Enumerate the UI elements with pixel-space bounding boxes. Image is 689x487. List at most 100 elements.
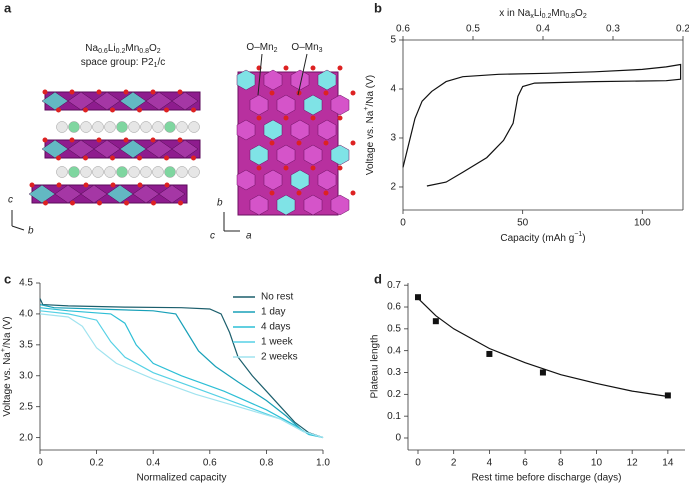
x-tick-label: 0.6 (203, 458, 217, 469)
oxygen-atom (96, 89, 102, 95)
axis-arrow (11, 225, 25, 231)
y-tick-label: 2.5 (19, 401, 33, 412)
octahedron (145, 139, 173, 159)
sodium-atom (128, 121, 140, 133)
data-point (414, 294, 421, 301)
oxygen-atom (151, 200, 156, 206)
octahedron (80, 184, 108, 204)
text-part: ) (582, 233, 585, 244)
x-tick-label: 1.0 (316, 458, 330, 469)
x-tick-label: 14 (662, 458, 674, 469)
crystal-structure (11, 53, 356, 232)
octahedron (303, 194, 323, 216)
text-part: Na (85, 43, 98, 54)
legend-label: 4 days (261, 322, 290, 333)
oxygen-atom (42, 137, 48, 143)
oxygen-atom (296, 140, 302, 146)
formula: Na0.6Li0.2Mn0.8O2 (85, 43, 160, 56)
panel-label: a (4, 0, 12, 15)
legend-label: 2 weeks (261, 352, 298, 363)
octahedron (249, 194, 269, 216)
octahedron (276, 194, 296, 216)
data-line (402, 63, 682, 187)
text-part: Li (534, 8, 542, 19)
octahedron (236, 69, 256, 91)
oxygen-atom (164, 107, 169, 113)
sodium-atom (140, 166, 152, 178)
text-part: /Na (V) (2, 316, 13, 348)
oxygen-atom (350, 140, 356, 146)
text-part: /c (157, 57, 165, 68)
oxygen-atom (177, 89, 183, 95)
text-part: 0.6 (98, 48, 108, 55)
sodium-atom (116, 121, 128, 133)
oxygen-atom (124, 200, 129, 206)
y-tick-label: 0.4 (387, 345, 401, 356)
text-part: 2 (274, 47, 278, 54)
y-tick-label: 0.5 (387, 323, 401, 334)
oxygen-atom (310, 115, 316, 121)
octahedron (263, 119, 283, 141)
text-part: Capacity (mAh g (500, 233, 574, 244)
octahedron (158, 184, 186, 204)
x-tick-label: 10 (591, 458, 603, 469)
oxygen-atom (69, 137, 75, 143)
x-tick-label: 50 (517, 218, 529, 229)
oxygen-atom (150, 89, 156, 95)
oxygen-atom (323, 190, 329, 196)
sodium-atom (80, 121, 92, 133)
sodium-atom (116, 166, 128, 178)
data-point (486, 350, 493, 357)
octahedron (317, 119, 337, 141)
sodium-atom (152, 166, 164, 178)
octahedron (119, 91, 147, 111)
octahedron (249, 144, 269, 166)
text-part: + (363, 107, 370, 111)
site-label: O–Mn2 (246, 42, 277, 55)
oxygen-atom (296, 190, 302, 196)
oxygen-atom (42, 89, 48, 95)
x-tick-label: 4 (487, 458, 493, 469)
y-tick-label: 4.5 (19, 278, 33, 289)
y-tick-label: 5 (390, 35, 396, 46)
text-part: O (575, 8, 583, 19)
oxygen-atom (337, 65, 343, 71)
x2-tick-label: 0.2 (676, 24, 689, 35)
x2-axis-title: x in NaxLi0.2Mn0.8O2 (499, 8, 587, 21)
sodium-atom (92, 121, 104, 133)
data-line (39, 298, 324, 439)
oxygen-atom (137, 182, 143, 188)
axis-letter: c (210, 231, 215, 242)
axis-letter: b (28, 226, 34, 237)
y-tick-label: 0.2 (387, 389, 401, 400)
octahedron (67, 91, 95, 111)
text-part: Mn (125, 43, 139, 54)
text-part: −1 (574, 231, 582, 238)
text-part: x in Na (499, 8, 531, 19)
sodium-atom (68, 166, 80, 178)
legend-label: No rest (261, 292, 293, 303)
x-tick-label: 0 (400, 218, 406, 229)
x-tick-label: 0 (415, 458, 421, 469)
octahedron (263, 169, 283, 191)
oxygen-atom (350, 190, 356, 196)
oxygen-atom (123, 89, 129, 95)
octahedron (330, 194, 350, 216)
x-tick-label: 0 (37, 458, 43, 469)
y-axis-title: Plateau length (370, 335, 381, 399)
sodium-atom (140, 121, 152, 133)
sodium-atom (80, 166, 92, 178)
oxygen-atom (310, 65, 316, 71)
oxygen-atom (137, 155, 142, 161)
oxygen-atom (83, 155, 88, 161)
data-point (539, 369, 546, 376)
sodium-atom (176, 166, 188, 178)
sodium-atom (56, 166, 68, 178)
oxygen-atom (97, 200, 102, 206)
octahedron (54, 184, 82, 204)
oxygen-atom (123, 137, 129, 143)
sodium-atom (104, 121, 116, 133)
sodium-atom (164, 121, 176, 133)
oxygen-atom (29, 182, 35, 188)
